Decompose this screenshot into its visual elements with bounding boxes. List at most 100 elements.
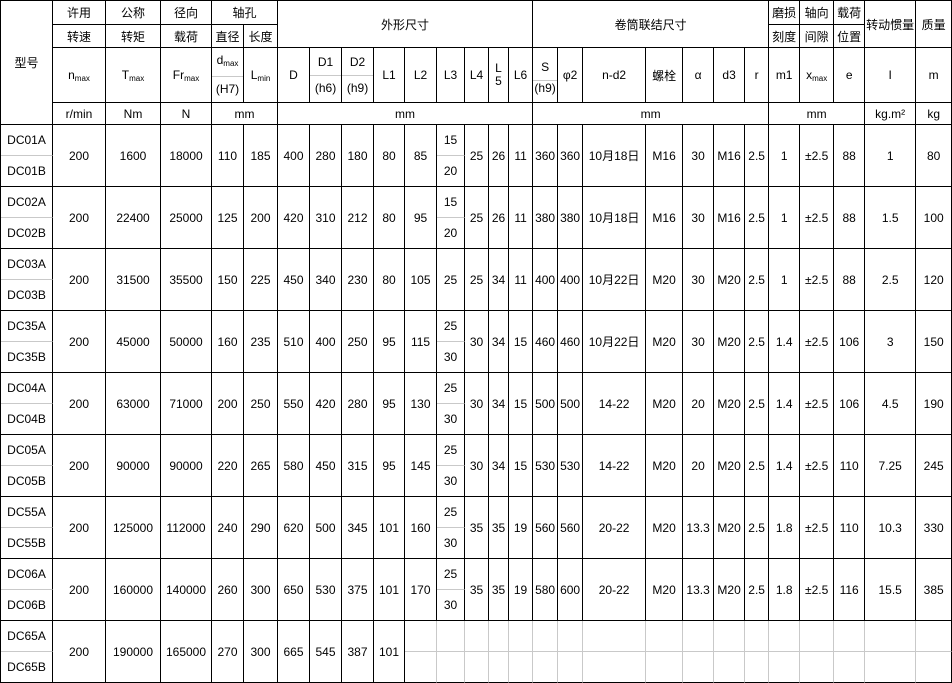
table-row: DC35B 30 — [1, 342, 952, 373]
cell-r: 2.5 — [745, 187, 770, 249]
cell-L6: 19 — [509, 497, 534, 559]
cell-S: 360 — [533, 125, 559, 187]
cell-empty — [405, 652, 438, 683]
cell-alpha: 30 — [683, 249, 715, 311]
cell-L6: 15 — [509, 373, 534, 435]
table-row: DC06B 30 — [1, 590, 952, 621]
cell-empty — [533, 652, 559, 683]
header-sym-L2: L2 — [405, 48, 438, 103]
cell-Lmin: 265 — [244, 435, 279, 497]
cell-S: 580 — [533, 559, 559, 621]
cell-L3a: 25 — [437, 497, 466, 528]
cell-b: DC01B — [1, 156, 53, 187]
unit-hole: mm — [212, 103, 279, 125]
header-axial-clearance: 间隙 — [800, 25, 835, 48]
cell-n: 200 — [53, 311, 106, 373]
cell-T: 160000 — [106, 559, 161, 621]
cell-T: 31500 — [106, 249, 161, 311]
cell-bolt: M20 — [646, 373, 684, 435]
cell-alpha: 30 — [683, 311, 715, 373]
cell-L4: 30 — [465, 311, 490, 373]
header-inertia: 转动惯量 — [865, 1, 917, 48]
cell-D2: 180 — [342, 125, 375, 187]
cell-phi2: 460 — [558, 311, 584, 373]
cell-b: DC06B — [1, 590, 53, 621]
cell-bolt: M20 — [646, 497, 684, 559]
cell-S: 560 — [533, 497, 559, 559]
cell-a: DC65A — [1, 621, 53, 652]
cell-I: 2.5 — [865, 249, 917, 311]
cell-e: 116 — [834, 559, 866, 621]
cell-bolt: M20 — [646, 559, 684, 621]
header-axial: 轴向 — [800, 1, 835, 25]
cell-L2: 95 — [405, 187, 438, 249]
cell-L3a: 25 — [437, 373, 466, 404]
cell-e: 88 — [834, 187, 866, 249]
cell-D2: 230 — [342, 249, 375, 311]
cell-Lmin: 300 — [244, 559, 279, 621]
cell-L3a: 25 — [437, 311, 466, 342]
cell-b: DC65B — [1, 652, 53, 683]
cell-S: 380 — [533, 187, 559, 249]
unit-speed: r/min — [53, 103, 106, 125]
cell-nd2: 14-22 — [583, 435, 647, 497]
cell-nd2 — [583, 621, 647, 652]
cell-T: 90000 — [106, 435, 161, 497]
cell-D: 400 — [278, 125, 311, 187]
cell-L6: 11 — [509, 249, 534, 311]
cell-b: DC02B — [1, 218, 53, 249]
cell-bolt: M20 — [646, 249, 684, 311]
cell-e: 88 — [834, 249, 866, 311]
cell-d: 240 — [212, 497, 244, 559]
cell-m1: 1.4 — [769, 311, 801, 373]
cell-L6 — [509, 621, 534, 652]
header-nominal: 公称 — [106, 1, 161, 25]
unit-drum: mm — [533, 103, 770, 125]
cell-xmax: ±2.5 — [800, 187, 835, 249]
cell-Lmin: 290 — [244, 497, 279, 559]
cell-d: 260 — [212, 559, 244, 621]
cell-r: 2.5 — [745, 435, 770, 497]
cell-r: 2.5 — [745, 559, 770, 621]
cell-m1: 1 — [769, 249, 801, 311]
cell-empty — [916, 652, 952, 683]
cell-m — [916, 621, 952, 652]
cell-empty — [683, 652, 715, 683]
header-model: 型号 — [1, 1, 53, 125]
cell-L2: 160 — [405, 497, 438, 559]
cell-L3a: 15 — [437, 187, 466, 218]
table-row: DC03B — [1, 280, 952, 311]
cell-L4: 25 — [465, 249, 490, 311]
cell-m: 150 — [916, 311, 952, 373]
cell-phi2: 530 — [558, 435, 584, 497]
cell-Fr: 35500 — [161, 249, 212, 311]
cell-r: 2.5 — [745, 125, 770, 187]
cell-nd2: 14-22 — [583, 373, 647, 435]
cell-L2 — [405, 621, 438, 652]
cell-L4: 30 — [465, 435, 490, 497]
cell-L5: 34 — [489, 373, 510, 435]
cell-I: 15.5 — [865, 559, 917, 621]
cell-phi2: 600 — [558, 559, 584, 621]
cell-alpha: 20 — [683, 373, 715, 435]
cell-n: 200 — [53, 497, 106, 559]
cell-m: 245 — [916, 435, 952, 497]
cell-L3 — [437, 621, 466, 652]
cell-empty — [865, 652, 917, 683]
cell-D1: 530 — [310, 559, 343, 621]
cell-m1: 1 — [769, 187, 801, 249]
header-load: 载荷 — [834, 1, 866, 25]
cell-phi2: 500 — [558, 373, 584, 435]
cell-D: 550 — [278, 373, 311, 435]
cell-L2: 115 — [405, 311, 438, 373]
cell-Fr: 90000 — [161, 435, 212, 497]
cell-n: 200 — [53, 125, 106, 187]
cell-m1 — [769, 621, 801, 652]
cell-L1: 95 — [374, 435, 406, 497]
cell-L5: 34 — [489, 435, 510, 497]
header-sym-D: D — [278, 48, 311, 103]
header-sym-I: I — [865, 48, 917, 103]
cell-m: 120 — [916, 249, 952, 311]
cell-D2: 345 — [342, 497, 375, 559]
cell-alpha: 20 — [683, 435, 715, 497]
